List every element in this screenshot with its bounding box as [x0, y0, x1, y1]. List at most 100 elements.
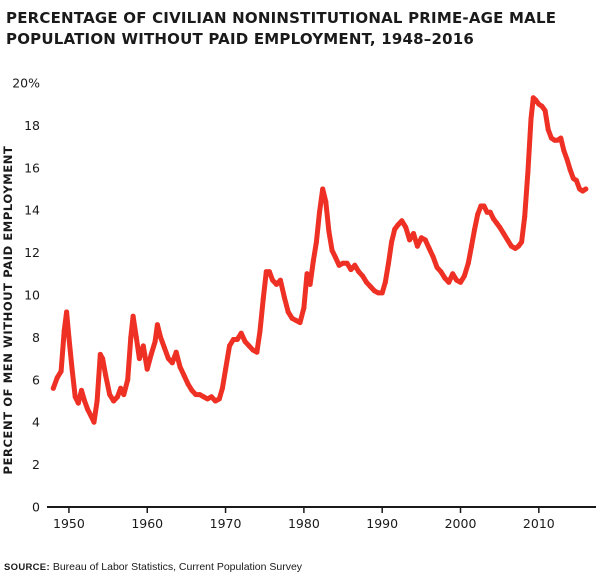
data-point	[399, 218, 405, 224]
data-point	[140, 343, 146, 349]
data-point	[297, 320, 303, 326]
series-line	[50, 95, 589, 425]
data-point	[260, 296, 266, 302]
data-point	[281, 294, 287, 300]
data-point	[266, 269, 272, 275]
data-point	[152, 339, 158, 345]
data-point	[344, 260, 350, 266]
data-point	[490, 216, 496, 222]
y-axis-ticks: 0 2 4 6 8 10 12 14 16 18 20%	[12, 76, 40, 515]
data-point	[115, 394, 120, 400]
data-point	[227, 343, 232, 349]
data-point	[407, 237, 413, 243]
data-point	[169, 360, 175, 366]
data-point	[567, 167, 573, 173]
y-tick-label: 6	[32, 372, 40, 387]
data-point	[450, 271, 456, 277]
data-point	[230, 337, 236, 342]
y-tick-label: 4	[32, 415, 40, 430]
data-point	[103, 373, 109, 379]
data-point	[367, 284, 373, 289]
data-point	[573, 178, 579, 183]
x-axis-ticks: 1950 1960 1970 1980 1990 2000 2010	[53, 507, 555, 531]
data-point	[293, 317, 299, 323]
data-point	[97, 351, 103, 357]
data-point	[545, 127, 551, 133]
source-note: SOURCE: Bureau of Labor Statistics, Curr…	[4, 561, 302, 573]
data-point	[426, 245, 432, 251]
data-point	[323, 199, 329, 205]
data-point	[193, 392, 199, 398]
data-point	[277, 277, 283, 283]
data-point	[561, 148, 567, 154]
x-tick-label: 1990	[366, 516, 398, 531]
data-point	[497, 224, 503, 230]
data-point	[438, 269, 444, 275]
data-point	[85, 407, 91, 412]
data-point	[379, 290, 385, 296]
y-tick-label: 0	[32, 500, 40, 515]
data-point	[525, 169, 531, 175]
data-point	[72, 394, 78, 400]
data-point	[430, 254, 436, 260]
data-point	[332, 254, 338, 260]
data-point	[461, 273, 467, 279]
source-text: Bureau of Labor Statistics, Current Popu…	[52, 561, 303, 573]
data-point	[516, 243, 521, 249]
data-point	[434, 264, 440, 270]
data-point	[418, 235, 424, 241]
data-point	[481, 203, 487, 209]
data-point	[82, 398, 88, 404]
data-point	[212, 398, 218, 404]
data-point	[234, 337, 240, 342]
data-point	[54, 375, 60, 381]
data-point	[403, 224, 409, 230]
data-point	[469, 243, 474, 249]
data-point	[165, 356, 171, 362]
data-point	[501, 231, 507, 236]
data-point	[50, 385, 56, 391]
data-point	[307, 281, 313, 287]
data-point	[158, 334, 164, 340]
x-tick-label: 1970	[210, 516, 242, 531]
data-point	[505, 237, 510, 243]
y-tick-label: 12	[24, 245, 40, 260]
data-point	[58, 368, 64, 374]
data-point	[201, 394, 207, 400]
data-point	[257, 328, 263, 334]
data-point	[121, 392, 127, 398]
data-point	[162, 345, 167, 351]
data-point	[442, 275, 448, 281]
source-label: SOURCE:	[4, 562, 50, 573]
y-tick-label: 8	[32, 330, 40, 345]
data-point	[79, 387, 84, 393]
data-point	[148, 351, 154, 357]
chart-title-line-1: PERCENTAGE OF CIVILIAN NONINSTITUTIONAL …	[6, 9, 557, 27]
data-point	[475, 211, 481, 217]
data-point	[189, 387, 195, 393]
data-point	[88, 413, 94, 419]
data-point	[458, 279, 463, 285]
data-point	[446, 279, 452, 285]
data-point	[304, 271, 310, 277]
data-point	[371, 288, 377, 294]
x-tick-label: 1980	[288, 516, 320, 531]
data-point	[209, 394, 214, 400]
data-point	[392, 226, 398, 232]
y-axis-label: PERCENT OF MEN WITHOUT PAID EMPLOYMENT	[1, 146, 15, 475]
data-point	[185, 381, 191, 387]
x-tick-label: 2000	[445, 516, 477, 531]
data-point	[465, 260, 471, 266]
data-point	[352, 262, 358, 268]
data-point	[494, 220, 499, 226]
data-point	[66, 334, 72, 340]
data-point	[519, 239, 525, 245]
chart-title: PERCENTAGE OF CIVILIAN NONINSTITUTIONAL …	[6, 8, 596, 50]
data-point	[285, 309, 291, 315]
data-point	[558, 135, 564, 141]
data-point	[310, 258, 316, 264]
data-point	[522, 214, 528, 220]
data-point	[154, 322, 160, 328]
y-tick-label: 10	[24, 288, 40, 303]
